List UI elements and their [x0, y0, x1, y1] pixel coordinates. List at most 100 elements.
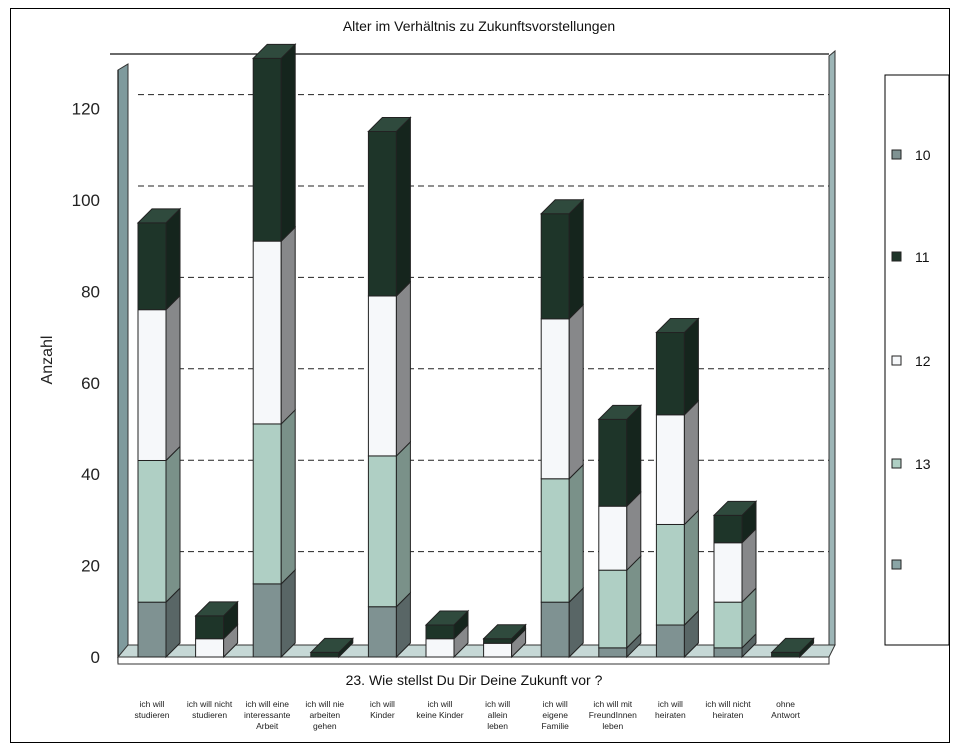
legend-label: 11 — [915, 249, 930, 265]
bar-side-13 — [626, 554, 642, 650]
bar-top-11 — [424, 610, 470, 626]
bar-segment-13 — [367, 455, 397, 608]
bar-segment-13 — [137, 459, 167, 603]
bar-segment-10 — [367, 606, 397, 658]
bar-segment-12 — [540, 318, 570, 480]
bar-top-11 — [367, 116, 412, 132]
bar-side-12 — [395, 280, 411, 458]
legend-swatch — [891, 251, 902, 262]
bar-segment-12 — [713, 542, 743, 603]
y-tick-label: 80 — [81, 282, 100, 301]
bar-segment-11 — [195, 615, 225, 640]
y-axis-title: Anzahl — [39, 336, 56, 385]
bar-segment-11 — [713, 514, 743, 544]
bar-segment-10 — [655, 624, 685, 658]
legend-label: 10 — [915, 147, 931, 163]
bar-segment-10 — [598, 647, 628, 658]
chart-floor-front — [117, 656, 830, 665]
bar-segment-13 — [598, 569, 628, 649]
right-wall — [828, 49, 836, 652]
bar-top-11 — [482, 624, 527, 640]
bar-segment-12 — [195, 638, 225, 658]
x-tick-label: ich will nicht studieren — [187, 699, 233, 720]
bar-side-13 — [568, 463, 584, 604]
chart-title: Alter im Verhältnis zu Zukunftsvorstellu… — [343, 18, 615, 34]
y-tick-label: 0 — [91, 648, 100, 667]
bar-stack — [770, 637, 815, 659]
x-tick-label: ich will eigene Familie — [541, 699, 569, 731]
bar-side-12 — [280, 225, 296, 426]
bar-side-10 — [280, 568, 296, 659]
bar-stack — [251, 43, 297, 659]
bar-segment-12 — [483, 642, 513, 658]
bar-stack — [424, 609, 470, 659]
bar-stack — [539, 198, 585, 659]
bar-stack — [136, 207, 182, 659]
bar-top-11 — [136, 208, 182, 224]
bar-stack — [482, 623, 527, 659]
legend-label: 12 — [915, 353, 931, 369]
bar-side-11 — [626, 404, 642, 508]
bar-stack — [367, 116, 412, 659]
x-tick-label: ich will Kinder — [370, 699, 395, 720]
x-tick-label: ich will allein leben — [485, 699, 510, 731]
legend-swatch — [891, 355, 902, 366]
bar-segment-10 — [540, 601, 570, 658]
bar-stack — [194, 600, 239, 659]
x-tick-label: ohne Antwort — [771, 699, 800, 720]
legend-swatch — [891, 559, 902, 570]
bar-side-11 — [568, 198, 584, 321]
bar-segment-11 — [310, 651, 340, 658]
x-tick-label: ich will studieren — [135, 699, 170, 720]
y-tick-label: 40 — [81, 465, 100, 484]
bar-segment-12 — [655, 414, 685, 525]
bar-segment-12 — [425, 638, 455, 658]
bar-side-11 — [395, 116, 411, 298]
bar-segment-12 — [137, 309, 167, 461]
bar-side-13 — [280, 408, 296, 586]
bar-side-12 — [165, 294, 181, 462]
bar-segment-10 — [137, 601, 167, 658]
bar-segment-10 — [713, 647, 743, 658]
x-tick-label: ich will mit FreundInnen leben — [589, 699, 637, 731]
y-tick-label: 120 — [72, 100, 100, 119]
bar-stack — [309, 637, 355, 659]
y-tick-label: 20 — [81, 557, 100, 576]
x-tick-label: ich will keine Kinder — [416, 699, 463, 720]
bar-segment-11 — [771, 651, 801, 658]
y-tick-label: 100 — [72, 191, 100, 210]
legend-swatch — [891, 458, 902, 469]
x-tick-label: ich will nie arbeiten gehen — [305, 699, 344, 731]
bar-top-11 — [194, 601, 239, 617]
bar-segment-11 — [540, 213, 570, 320]
y-tick-label: 60 — [81, 374, 100, 393]
x-tick-label: ich will nicht heiraten — [705, 699, 751, 720]
x-tick-label: ich will eine interessante Arbeit — [244, 699, 291, 731]
bar-segment-11 — [483, 638, 513, 644]
bar-segment-13 — [252, 423, 282, 585]
bar-segment-13 — [540, 478, 570, 603]
bar-side-13 — [395, 440, 411, 608]
bar-top-11 — [770, 637, 815, 653]
bar-segment-11 — [137, 222, 167, 311]
legend: 10 11 12 13 — [884, 74, 950, 646]
bar-side-13 — [683, 509, 699, 627]
x-tick-label: ich will heiraten — [655, 699, 686, 720]
bar-stack — [597, 404, 643, 659]
bar-segment-11 — [655, 332, 685, 416]
bar-side-13 — [165, 445, 181, 604]
bar-segment-12 — [252, 240, 282, 425]
bar-segment-11 — [598, 418, 628, 507]
bar-side-11 — [165, 207, 181, 311]
bar-stack — [712, 500, 758, 659]
bar-segment-11 — [367, 130, 397, 297]
legend-swatch — [891, 149, 902, 160]
bar-top-11 — [712, 500, 758, 516]
bar-segment-13 — [655, 523, 685, 626]
bar-side-12 — [683, 399, 699, 526]
bar-side-11 — [683, 317, 699, 416]
bar-segment-10 — [252, 583, 282, 658]
bar-segment-13 — [713, 601, 743, 649]
